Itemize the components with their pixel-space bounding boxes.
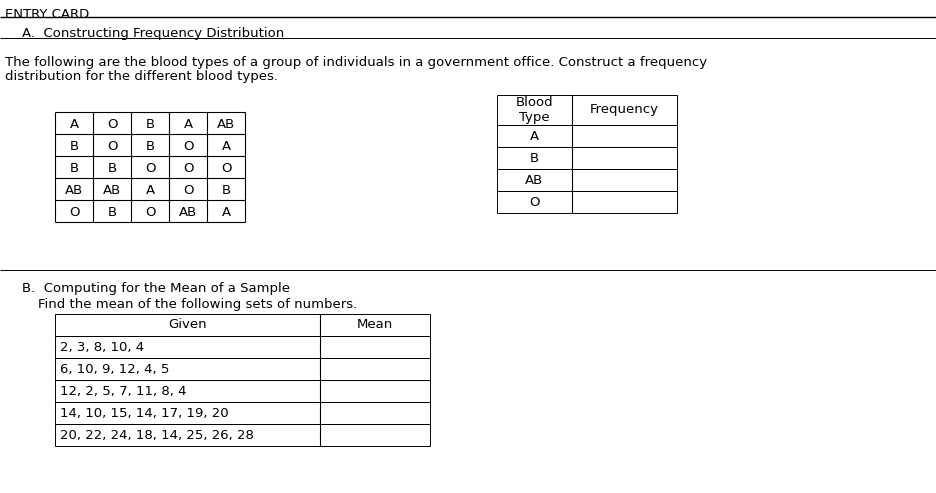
Text: 12, 2, 5, 7, 11, 8, 4: 12, 2, 5, 7, 11, 8, 4 <box>60 385 186 397</box>
Bar <box>55 424 430 446</box>
Text: O: O <box>529 196 540 209</box>
Text: Given: Given <box>168 318 207 331</box>
Text: AB: AB <box>217 117 235 131</box>
Text: B.  Computing for the Mean of a Sample: B. Computing for the Mean of a Sample <box>22 282 290 295</box>
Bar <box>497 95 677 125</box>
Bar <box>497 191 677 213</box>
Text: A.  Constructing Frequency Distribution: A. Constructing Frequency Distribution <box>22 27 285 40</box>
Bar <box>55 380 430 402</box>
Text: 2, 3, 8, 10, 4: 2, 3, 8, 10, 4 <box>60 341 144 353</box>
Text: B: B <box>69 140 79 152</box>
Bar <box>497 169 677 191</box>
Text: O: O <box>107 140 117 152</box>
Text: A: A <box>145 183 154 197</box>
Text: A: A <box>183 117 193 131</box>
Text: Frequency: Frequency <box>590 104 659 116</box>
Bar <box>497 125 677 147</box>
Bar <box>55 402 430 424</box>
Text: distribution for the different blood types.: distribution for the different blood typ… <box>5 70 278 83</box>
Text: O: O <box>145 206 155 218</box>
Text: B: B <box>530 151 539 165</box>
Text: B: B <box>145 140 154 152</box>
Text: ENTRY CARD: ENTRY CARD <box>5 8 89 21</box>
Text: AB: AB <box>65 183 83 197</box>
Text: B: B <box>222 183 230 197</box>
Text: Find the mean of the following sets of numbers.: Find the mean of the following sets of n… <box>38 298 358 311</box>
Text: 6, 10, 9, 12, 4, 5: 6, 10, 9, 12, 4, 5 <box>60 362 169 376</box>
Text: A: A <box>530 130 539 142</box>
Text: 20, 22, 24, 18, 14, 25, 26, 28: 20, 22, 24, 18, 14, 25, 26, 28 <box>60 428 254 442</box>
Text: A: A <box>222 140 230 152</box>
Text: B: B <box>108 162 117 175</box>
Text: The following are the blood types of a group of individuals in a government offi: The following are the blood types of a g… <box>5 56 707 69</box>
Text: B: B <box>108 206 117 218</box>
Text: AB: AB <box>103 183 121 197</box>
Text: AB: AB <box>525 174 544 186</box>
Text: O: O <box>221 162 231 175</box>
Text: B: B <box>69 162 79 175</box>
Bar <box>55 358 430 380</box>
Text: O: O <box>183 162 193 175</box>
Text: O: O <box>183 183 193 197</box>
Text: Mean: Mean <box>357 318 393 331</box>
Text: B: B <box>145 117 154 131</box>
Bar <box>55 314 430 336</box>
Bar <box>55 336 430 358</box>
Text: O: O <box>183 140 193 152</box>
Text: O: O <box>107 117 117 131</box>
Text: A: A <box>69 117 79 131</box>
Text: O: O <box>68 206 80 218</box>
Text: AB: AB <box>179 206 197 218</box>
Text: Blood
Type: Blood Type <box>516 96 553 125</box>
Text: O: O <box>145 162 155 175</box>
Text: 14, 10, 15, 14, 17, 19, 20: 14, 10, 15, 14, 17, 19, 20 <box>60 407 228 420</box>
Bar <box>497 147 677 169</box>
Text: A: A <box>222 206 230 218</box>
